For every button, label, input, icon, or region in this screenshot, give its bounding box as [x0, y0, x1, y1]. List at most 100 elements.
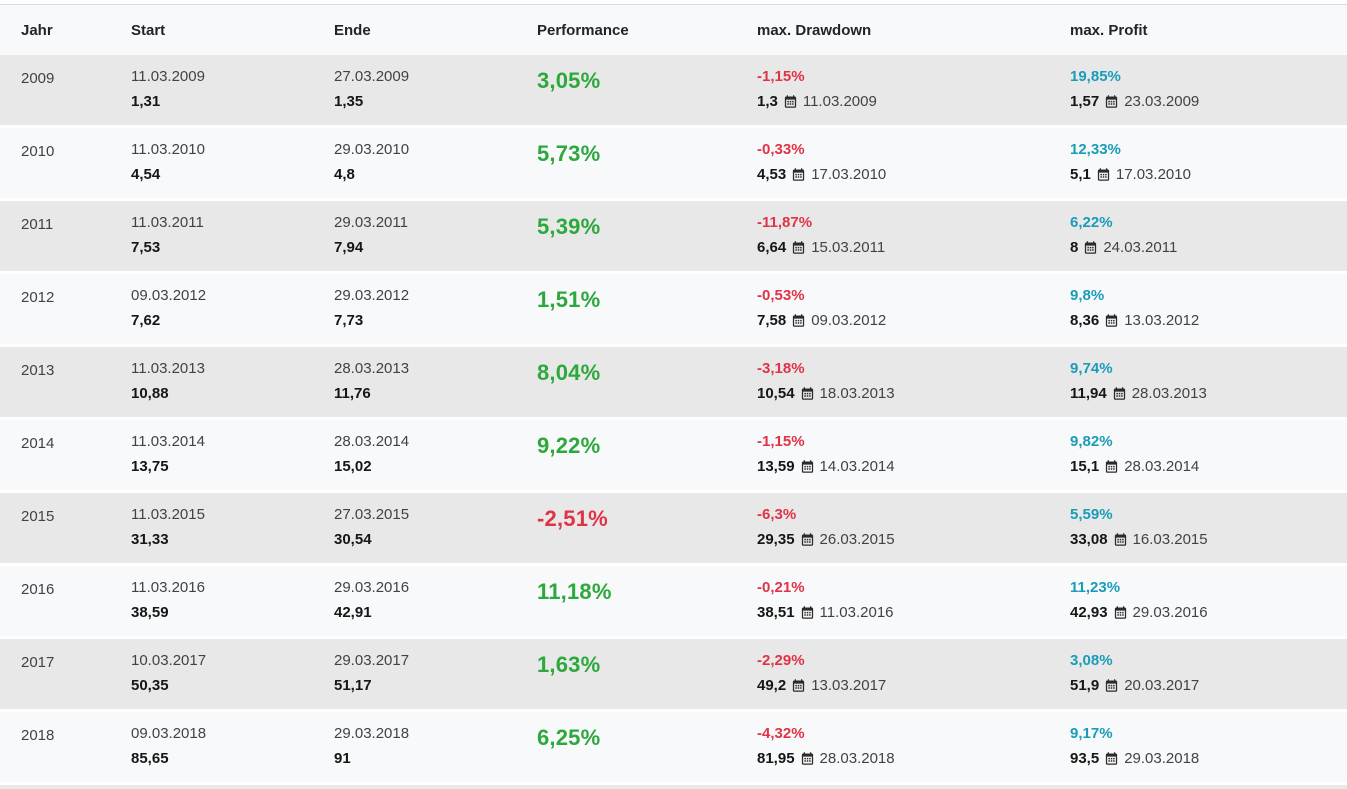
column-header-start: Start: [131, 21, 166, 39]
year-cell: 2017: [21, 654, 55, 671]
spacer-cell: [21, 409, 131, 417]
end-date: 29.03.2018: [334, 725, 410, 742]
drawdown-date: 15.03.2011: [811, 238, 886, 256]
drawdown-detail: 81,95 28.03.2018: [757, 750, 1070, 767]
performance-cell: 1,63%: [537, 652, 757, 701]
profit-value: 51,9: [1070, 676, 1100, 694]
drawdown-cell: -11,87% 6,64 15.03.2011: [757, 214, 1070, 263]
profit-percent: 6,22%: [1070, 214, 1113, 231]
drawdown-percent: -1,15%: [757, 433, 805, 450]
drawdown-value: 38,51: [757, 603, 795, 621]
performance-cell: 3,05%: [537, 68, 757, 117]
profit-cell: 9,8% 8,36 13.03.2012: [1070, 287, 1347, 336]
profit-detail: 5,1 17.03.2010: [1070, 166, 1347, 183]
start-cell: 11.03.2016 38,59: [131, 579, 334, 628]
start-date: 09.03.2018: [131, 725, 207, 742]
drawdown-value: 1,3: [757, 92, 778, 110]
profit-date: 20.03.2017: [1124, 676, 1200, 694]
table-row: 2011 11.03.2011 7,53 29.03.2011 7,94 5,3…: [0, 201, 1347, 274]
performance-cell: 1,51%: [537, 287, 757, 336]
drawdown-value: 7,58: [757, 311, 787, 329]
start-cell: 10.03.2017 50,35: [131, 652, 334, 701]
calendar-icon: [1106, 679, 1118, 692]
calendar-icon: [801, 460, 813, 473]
calendar-icon: [801, 752, 813, 765]
year-cell: 2009: [21, 70, 55, 87]
next-row-peek: [0, 785, 1347, 789]
end-date: 28.03.2013: [334, 360, 410, 377]
calendar-icon: [1106, 460, 1118, 473]
start-value: 7,62: [131, 311, 161, 329]
start-value: 13,75: [131, 457, 169, 475]
start-cell: 11.03.2011 7,53: [131, 214, 334, 263]
start-cell: 11.03.2013 10,88: [131, 360, 334, 409]
start-value: 10,88: [131, 384, 169, 402]
end-cell: 29.03.2016 42,91: [334, 579, 537, 628]
column-header-performance: Performance: [537, 21, 629, 39]
performance-value: 3,05%: [537, 68, 601, 93]
start-value: 4,54: [131, 165, 161, 183]
drawdown-detail: 7,58 09.03.2012: [757, 312, 1070, 329]
drawdown-percent: -0,53%: [757, 287, 805, 304]
end-cell: 29.03.2017 51,17: [334, 652, 537, 701]
drawdown-date: 11.03.2016: [819, 603, 894, 621]
start-date: 11.03.2015: [131, 506, 205, 523]
calendar-icon: [1106, 314, 1118, 327]
end-value: 4,8: [334, 165, 355, 183]
performance-value: 1,63%: [537, 652, 601, 677]
profit-date: 24.03.2011: [1103, 238, 1178, 256]
profit-percent: 9,82%: [1070, 433, 1113, 450]
profit-cell: 19,85% 1,57 23.03.2009: [1070, 68, 1347, 117]
end-date: 29.03.2016: [334, 579, 410, 596]
drawdown-value: 81,95: [757, 749, 795, 767]
end-value: 91: [334, 749, 351, 767]
year-cell: 2014: [21, 435, 55, 452]
profit-percent: 9,8%: [1070, 287, 1105, 304]
profit-detail: 8,36 13.03.2012: [1070, 312, 1347, 329]
drawdown-detail: 38,51 11.03.2016: [757, 604, 1070, 621]
drawdown-value: 13,59: [757, 457, 795, 475]
drawdown-date: 11.03.2009: [802, 92, 877, 110]
profit-detail: 8 24.03.2011: [1070, 239, 1347, 256]
column-header-max-profit: max. Profit: [1070, 21, 1148, 39]
drawdown-date: 17.03.2010: [811, 165, 887, 183]
performance-cell: 6,25%: [537, 725, 757, 774]
drawdown-value: 4,53: [757, 165, 787, 183]
profit-value: 1,57: [1070, 92, 1100, 110]
profit-detail: 51,9 20.03.2017: [1070, 677, 1347, 694]
start-value: 85,65: [131, 749, 169, 767]
profit-detail: 11,94 28.03.2013: [1070, 385, 1347, 402]
calendar-icon: [1114, 606, 1126, 619]
start-value: 1,31: [131, 92, 161, 110]
drawdown-cell: -1,15% 13,59 14.03.2014: [757, 433, 1070, 482]
profit-value: 93,5: [1070, 749, 1100, 767]
spacer-cell: [21, 263, 131, 271]
drawdown-percent: -2,29%: [757, 652, 805, 669]
start-date: 09.03.2012: [131, 287, 207, 304]
spacer-cell: [21, 774, 131, 782]
spacer-cell: [21, 555, 131, 563]
top-divider: [0, 0, 1347, 5]
drawdown-percent: -6,3%: [757, 506, 797, 523]
profit-percent: 12,33%: [1070, 141, 1121, 158]
year-cell: 2012: [21, 289, 55, 306]
table-row: 2017 10.03.2017 50,35 29.03.2017 51,17 1…: [0, 639, 1347, 712]
profit-detail: 1,57 23.03.2009: [1070, 93, 1347, 110]
profit-percent: 11,23%: [1070, 579, 1121, 596]
profit-detail: 93,5 29.03.2018: [1070, 750, 1347, 767]
drawdown-cell: -6,3% 29,35 26.03.2015: [757, 506, 1070, 555]
end-value: 11,76: [334, 384, 371, 402]
end-cell: 27.03.2015 30,54: [334, 506, 537, 555]
drawdown-cell: -0,33% 4,53 17.03.2010: [757, 141, 1070, 190]
profit-date: 13.03.2012: [1124, 311, 1200, 329]
calendar-icon: [1113, 387, 1125, 400]
end-value: 1,35: [334, 92, 364, 110]
start-value: 7,53: [131, 238, 161, 256]
drawdown-cell: -4,32% 81,95 28.03.2018: [757, 725, 1070, 774]
end-date: 29.03.2010: [334, 141, 410, 158]
performance-cell: 5,39%: [537, 214, 757, 263]
drawdown-detail: 6,64 15.03.2011: [757, 239, 1070, 256]
drawdown-cell: -3,18% 10,54 18.03.2013: [757, 360, 1070, 409]
profit-date: 17.03.2010: [1115, 165, 1191, 183]
spacer-cell: [21, 117, 131, 125]
